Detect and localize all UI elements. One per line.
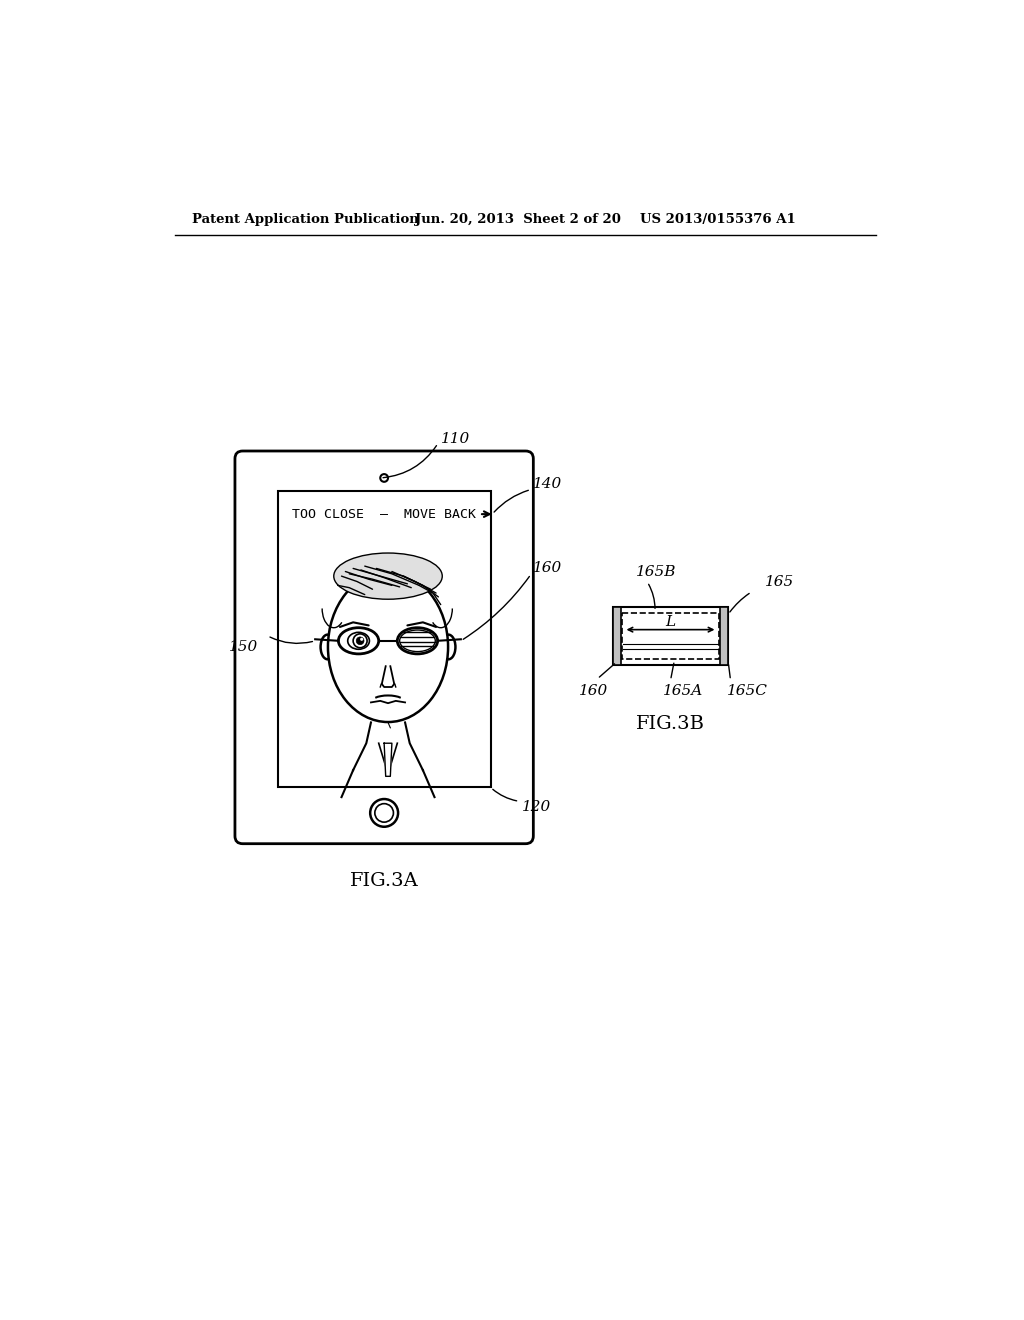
Text: 110: 110 [441, 433, 470, 446]
Circle shape [380, 474, 388, 482]
Text: 165B: 165B [636, 565, 676, 579]
Text: L: L [666, 615, 676, 628]
Bar [721, 607, 728, 665]
Ellipse shape [338, 628, 379, 653]
Text: TOO CLOSE  –  MOVE BACK: TOO CLOSE – MOVE BACK [292, 508, 475, 520]
Text: 165: 165 [765, 576, 795, 589]
Text: 140: 140 [532, 477, 562, 491]
Bar [721, 607, 728, 665]
Ellipse shape [334, 553, 442, 599]
Text: 165C: 165C [727, 684, 768, 698]
Bar [612, 607, 728, 665]
Bar [612, 607, 621, 665]
Circle shape [360, 638, 364, 640]
Bar [278, 491, 490, 788]
FancyBboxPatch shape [234, 451, 534, 843]
Bar [622, 612, 719, 659]
Polygon shape [384, 743, 392, 776]
Ellipse shape [328, 572, 449, 722]
Text: 150: 150 [228, 640, 258, 655]
Text: 165A: 165A [663, 684, 703, 698]
Circle shape [375, 804, 393, 822]
Circle shape [353, 634, 367, 648]
Ellipse shape [397, 628, 437, 653]
Circle shape [356, 638, 364, 644]
Text: FIG.3A: FIG.3A [350, 871, 419, 890]
Text: 120: 120 [521, 800, 551, 813]
Text: Patent Application Publication: Patent Application Publication [191, 214, 418, 227]
Circle shape [371, 799, 398, 826]
Text: Jun. 20, 2013  Sheet 2 of 20: Jun. 20, 2013 Sheet 2 of 20 [415, 214, 621, 227]
Text: 160: 160 [580, 684, 608, 698]
Text: FIG.3B: FIG.3B [636, 715, 705, 734]
Bar [612, 607, 621, 665]
Text: US 2013/0155376 A1: US 2013/0155376 A1 [640, 214, 796, 227]
Text: 160: 160 [532, 561, 562, 576]
Ellipse shape [348, 632, 370, 649]
